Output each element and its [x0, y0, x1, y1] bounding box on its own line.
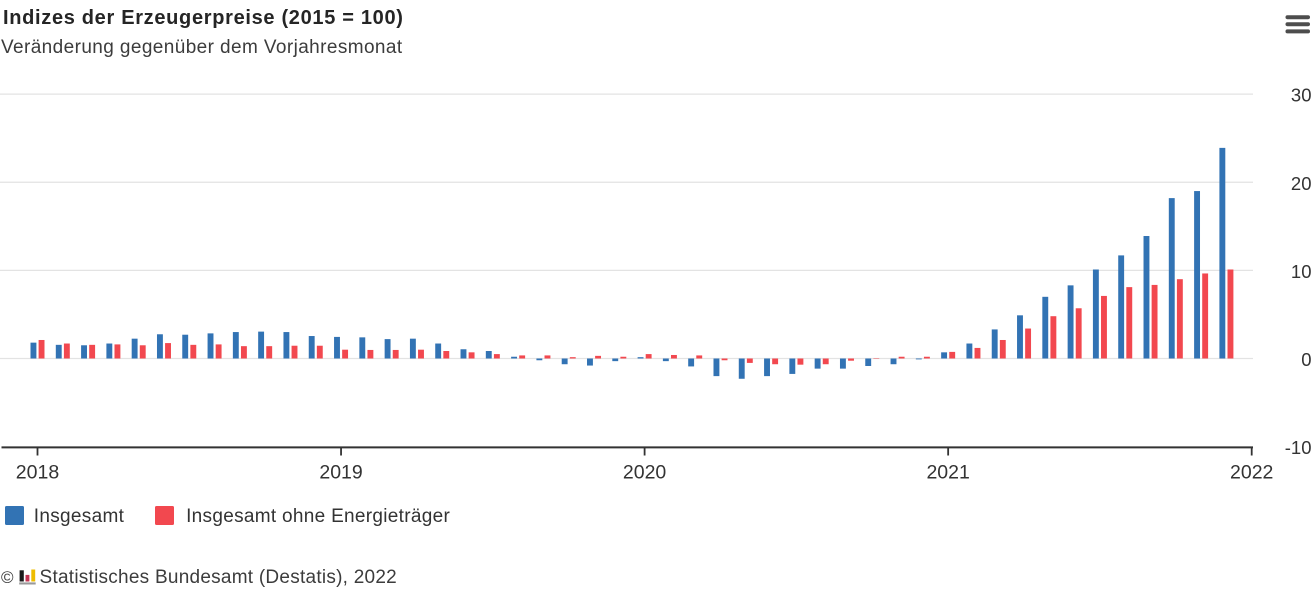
svg-text:20: 20: [1291, 173, 1312, 194]
svg-text:0: 0: [1301, 349, 1311, 370]
svg-text:30: 30: [1291, 85, 1312, 106]
svg-text:2022: 2022: [1230, 462, 1273, 484]
svg-text:2019: 2019: [319, 462, 362, 484]
svg-text:2020: 2020: [623, 462, 667, 484]
svg-text:10: 10: [1291, 261, 1312, 282]
svg-text:-10: -10: [1285, 437, 1312, 458]
svg-text:2018: 2018: [16, 462, 59, 484]
svg-text:2021: 2021: [926, 462, 969, 484]
